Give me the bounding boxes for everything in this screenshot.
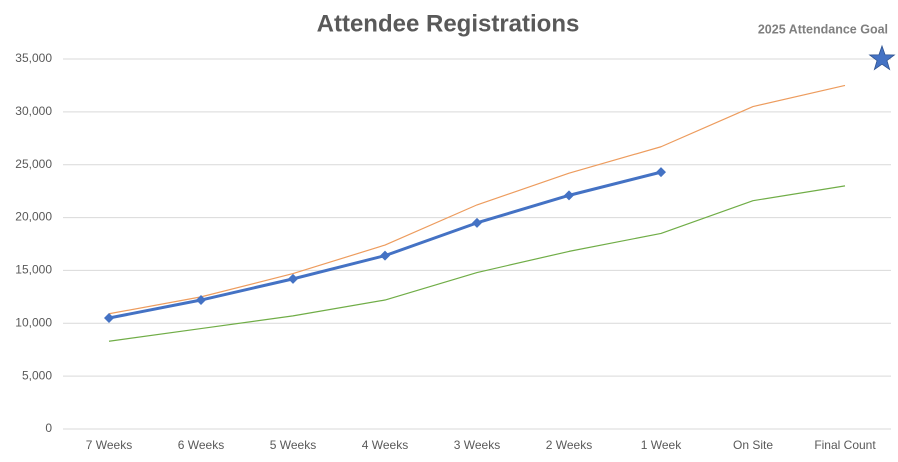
marker: [472, 217, 482, 228]
y-tick-label: 0: [45, 421, 52, 435]
marker: [564, 190, 574, 201]
chart-title: Attendee Registrations: [317, 10, 580, 37]
goal-star: [868, 44, 896, 71]
y-tick-label: 5,000: [22, 368, 52, 382]
x-tick-label: 5 Weeks: [270, 438, 316, 452]
marker: [104, 313, 114, 323]
x-tick-label: 2 Weeks: [546, 438, 592, 452]
marker: [656, 167, 666, 178]
x-tick-label: Final Count: [814, 438, 876, 452]
y-tick-label: 20,000: [15, 210, 52, 224]
y-tick-label: 30,000: [15, 104, 52, 118]
x-tick-label: 7 Weeks: [86, 438, 132, 452]
x-tick-label: 3 Weeks: [454, 438, 500, 452]
x-tick-label: 1 Week: [641, 438, 682, 452]
y-tick-label: 10,000: [15, 315, 52, 329]
marker: [288, 273, 298, 284]
y-tick-label: 15,000: [15, 263, 52, 277]
series-line: [108, 185, 846, 342]
series-line: [108, 84, 846, 315]
x-tick-label: 6 Weeks: [178, 438, 224, 452]
x-tick-label: On Site: [733, 438, 773, 452]
y-tick-label: 25,000: [15, 157, 52, 171]
goal-label: 2025 Attendance Goal: [758, 22, 888, 36]
x-tick-label: 4 Weeks: [362, 438, 408, 452]
marker: [380, 250, 390, 261]
y-tick-label: 35,000: [15, 51, 52, 65]
marker: [196, 295, 206, 306]
